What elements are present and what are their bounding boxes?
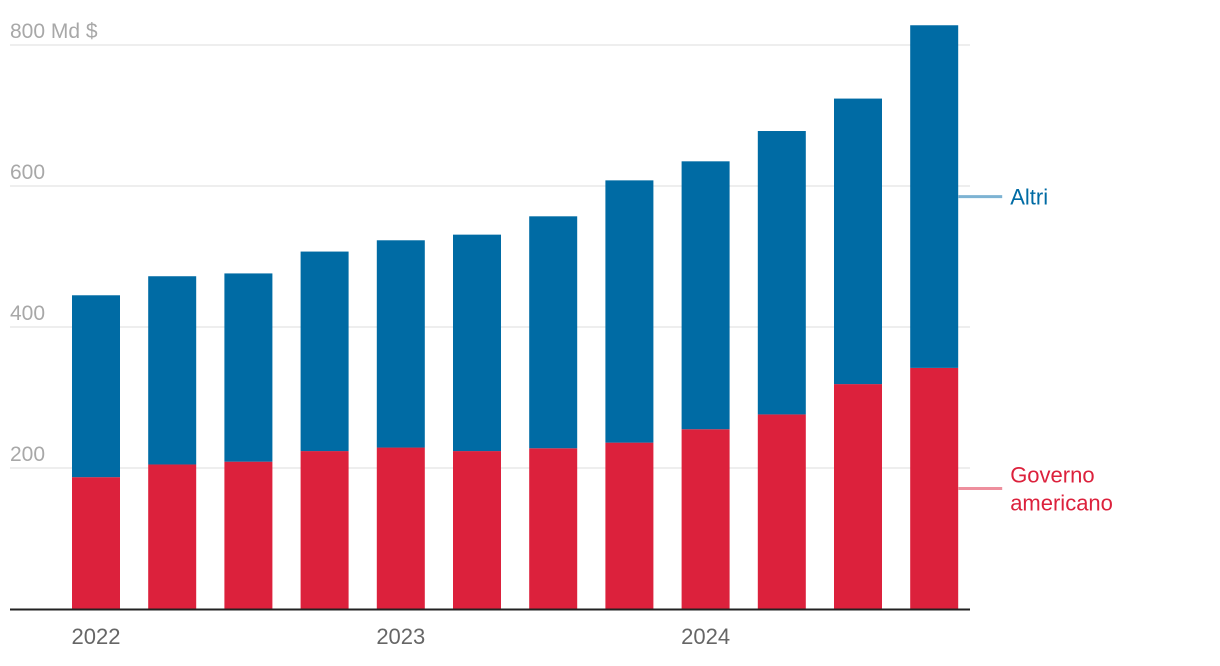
axes: 200 400 600 800 Md $ 2022 2023 2024: [10, 20, 970, 649]
bar-altri-2: [148, 276, 197, 465]
bar-altri-10: [757, 131, 806, 415]
bar-altri-11: [834, 98, 882, 385]
bar-governo-americano-9: [681, 429, 730, 609]
bar-altri-12: [910, 25, 959, 368]
bar-governo-americano-4: [300, 451, 349, 609]
bar-altri-3: [224, 273, 273, 462]
bar-governo-americano-8: [605, 442, 654, 609]
bars: [72, 25, 959, 609]
bar-governo-americano-6: [453, 451, 501, 609]
bar-governo-americano-5: [376, 447, 425, 609]
bar-governo-americano-1: [72, 477, 120, 609]
legend-label-altri-1: Altri: [1010, 185, 1048, 210]
bar-governo-americano-7: [529, 448, 578, 609]
bar-governo-americano-2: [148, 464, 197, 609]
bar-altri-6: [453, 234, 501, 452]
bar-altri-7: [529, 216, 578, 449]
bar-governo-americano-12: [910, 367, 959, 609]
y-tick-label-800: 800 Md $: [10, 20, 98, 43]
bar-altri-8: [605, 180, 654, 443]
legend-label-governo-americano-2: americano: [1010, 490, 1113, 515]
bar-altri-4: [300, 251, 349, 452]
bar-altri-9: [681, 161, 730, 430]
bar-altri-5: [376, 240, 425, 448]
bar-altri-1: [72, 295, 120, 478]
y-tick-label-200: 200: [10, 443, 45, 466]
x-tick-label-2024: 2024: [681, 624, 730, 649]
x-tick-label-2022: 2022: [72, 624, 121, 649]
bar-governo-americano-3: [224, 461, 273, 609]
y-tick-label-400: 400: [10, 302, 45, 325]
legend-label-governo-americano-1: Governo: [1010, 462, 1094, 487]
bar-governo-americano-10: [757, 414, 806, 609]
x-tick-label-2023: 2023: [376, 624, 425, 649]
bar-governo-americano-11: [834, 384, 882, 609]
y-tick-label-600: 600: [10, 161, 45, 184]
legend: Governo americano Altri: [958, 185, 1113, 515]
